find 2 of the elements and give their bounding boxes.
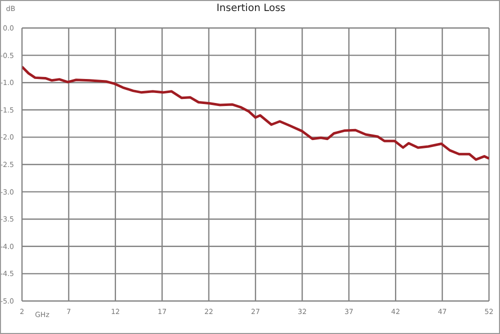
chart-title: Insertion Loss [216, 3, 286, 14]
line-series [22, 66, 489, 161]
